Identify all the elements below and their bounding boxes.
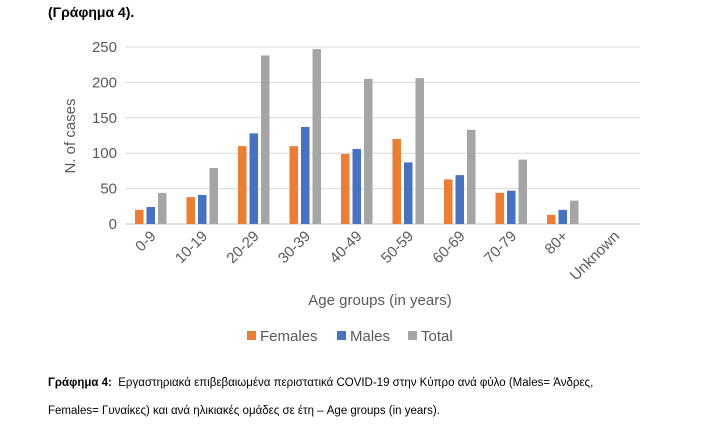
x-tick-label: 80+ <box>542 228 572 258</box>
bar-males-0-9 <box>146 207 155 224</box>
legend: Females Males Total <box>247 328 453 345</box>
age-group-bar-chart: 0 50 100 150 200 250 0-9 10-19 20-29 30-39 40-49 5… <box>62 39 640 345</box>
figure-caption-text-2: Females= Γυναίκες) και ανά ηλικιακές ομά… <box>48 405 440 417</box>
bar-total-70-79 <box>518 159 527 224</box>
y-tick-label: 250 <box>92 39 117 56</box>
legend-label-males: Males <box>350 328 390 345</box>
legend-swatch-males <box>337 331 346 340</box>
x-tick-label: 0-9 <box>132 228 159 255</box>
x-axis-ticks: 0-9 10-19 20-29 30-39 40-49 50-59 60-69 70-79 80… <box>132 228 623 284</box>
bar-total-60-69 <box>467 129 476 224</box>
bar-males-50-59 <box>404 162 413 224</box>
x-tick-label: 60-69 <box>429 228 468 267</box>
x-tick-label: 70-79 <box>481 228 520 267</box>
bar-females-60-69 <box>444 179 453 224</box>
bar-males-60-69 <box>455 175 464 224</box>
bar-females-30-39 <box>289 146 298 224</box>
bar-females-80+ <box>547 214 556 224</box>
x-tick-label: 40-49 <box>326 228 365 267</box>
y-axis-label: N. of cases <box>62 98 79 173</box>
y-tick-label: 200 <box>92 74 117 91</box>
x-tick-label: Unknown <box>567 228 623 284</box>
bar-females-50-59 <box>392 139 401 224</box>
bar-males-70-79 <box>507 190 516 224</box>
bars <box>135 49 579 225</box>
y-axis-ticks: 0 50 100 150 200 250 <box>92 39 117 233</box>
y-tick-label: 100 <box>92 145 117 162</box>
bar-females-0-9 <box>135 209 144 224</box>
bar-total-40-49 <box>364 78 373 224</box>
bar-females-70-79 <box>495 192 504 224</box>
x-tick-label: 20-29 <box>223 228 262 267</box>
x-axis-label: Age groups (in years) <box>308 292 451 309</box>
bar-males-80+ <box>558 209 567 224</box>
legend-swatch-total <box>408 331 417 340</box>
bar-total-0-9 <box>158 192 167 224</box>
figure-caption-line-1: Γράφημα 4: Εργαστηριακά επιβεβαιωμένα πε… <box>48 377 698 389</box>
figure-caption-label: Γράφημα 4: <box>48 377 112 389</box>
x-tick-label: 30-39 <box>275 228 314 267</box>
bar-total-20-29 <box>261 55 270 224</box>
y-tick-label: 50 <box>100 181 117 198</box>
bar-total-10-19 <box>209 168 218 224</box>
figure-reference-label: (Γράφημα 4) <box>48 4 131 20</box>
bar-females-40-49 <box>341 153 350 224</box>
y-tick-label: 150 <box>92 110 117 127</box>
legend-label-females: Females <box>260 328 318 345</box>
bar-males-20-29 <box>249 133 258 224</box>
bar-total-80+ <box>570 200 579 224</box>
legend-label-total: Total <box>421 328 453 345</box>
bar-total-50-59 <box>415 78 424 224</box>
bar-males-30-39 <box>301 127 310 224</box>
bar-total-30-39 <box>312 49 321 225</box>
figure-reference-heading: (Γράφημα 4). <box>48 4 134 20</box>
bar-males-40-49 <box>352 148 361 224</box>
bar-females-10-19 <box>186 197 195 224</box>
figure-caption-text-1: Εργαστηριακά επιβεβαιωμένα περιστατικά C… <box>118 377 594 389</box>
bar-males-10-19 <box>198 194 207 224</box>
x-tick-label: 50-59 <box>378 228 417 267</box>
legend-swatch-females <box>247 331 256 340</box>
bar-females-20-29 <box>238 146 247 224</box>
figure-caption-line-2: Females= Γυναίκες) και ανά ηλικιακές ομά… <box>48 405 698 417</box>
y-tick-label: 0 <box>109 216 117 233</box>
x-tick-label: 10-19 <box>172 228 211 267</box>
figure-reference-period: . <box>130 4 135 20</box>
